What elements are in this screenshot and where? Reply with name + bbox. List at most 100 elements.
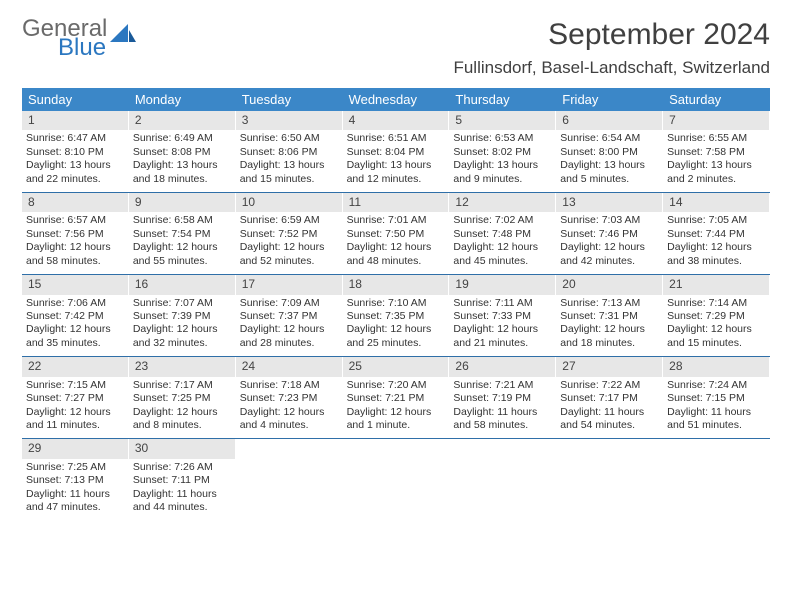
daylight-text: and 2 minutes.	[667, 173, 765, 186]
sunrise-text: Sunrise: 7:03 AM	[560, 214, 658, 227]
sunset-text: Sunset: 7:58 PM	[667, 146, 765, 159]
day-number: 3	[236, 111, 342, 130]
daylight-text: Daylight: 12 hours	[347, 241, 445, 254]
daylight-text: and 48 minutes.	[347, 255, 445, 268]
daylight-text: Daylight: 13 hours	[560, 159, 658, 172]
day-number: 11	[343, 193, 449, 212]
weekday-header: Sunday Monday Tuesday Wednesday Thursday…	[22, 88, 770, 111]
sunrise-text: Sunrise: 6:54 AM	[560, 132, 658, 145]
day-number: 30	[129, 439, 235, 458]
day-number: 22	[22, 357, 128, 376]
day-number: 15	[22, 275, 128, 294]
day-number: 23	[129, 357, 235, 376]
daylight-text: Daylight: 13 hours	[26, 159, 124, 172]
sunset-text: Sunset: 7:50 PM	[347, 228, 445, 241]
daylight-text: Daylight: 12 hours	[453, 323, 551, 336]
title-block: September 2024 Fullinsdorf, Basel-Landsc…	[453, 18, 770, 78]
day-number: 5	[449, 111, 555, 130]
daylight-text: Daylight: 12 hours	[240, 241, 338, 254]
daylight-text: and 1 minute.	[347, 419, 445, 432]
daylight-text: and 28 minutes.	[240, 337, 338, 350]
day-cell: 12Sunrise: 7:02 AMSunset: 7:48 PMDayligh…	[449, 193, 556, 274]
day-cell: 17 Sunrise: 7:09 AMSunset: 7:37 PMDayligh…	[236, 275, 343, 356]
day-number: 9	[129, 193, 235, 212]
day-cell: 26Sunrise: 7:21 AMSunset: 7:19 PMDayligh…	[449, 357, 556, 438]
sunset-text: Sunset: 7:15 PM	[667, 392, 765, 405]
sunset-text: Sunset: 7:19 PM	[453, 392, 551, 405]
sunset-text: Sunset: 7:29 PM	[667, 310, 765, 323]
daylight-text: Daylight: 13 hours	[453, 159, 551, 172]
weekday-wed: Wednesday	[343, 88, 450, 111]
daylight-text: Daylight: 12 hours	[240, 323, 338, 336]
sunrise-text: Sunrise: 7:06 AM	[26, 297, 124, 310]
day-cell: 13Sunrise: 7:03 AMSunset: 7:46 PMDayligh…	[556, 193, 663, 274]
sunrise-text: Sunrise: 6:57 AM	[26, 214, 124, 227]
sunrise-text: Sunrise: 7:01 AM	[347, 214, 445, 227]
day-cell: 23Sunrise: 7:17 AMSunset: 7:25 PMDayligh…	[129, 357, 236, 438]
week-row: 1Sunrise: 6:47 AMSunset: 8:10 PMDaylight…	[22, 111, 770, 193]
sunrise-text: Sunrise: 7:21 AM	[453, 379, 551, 392]
logo: General Blue	[22, 18, 136, 60]
day-number: 29	[22, 439, 128, 458]
daylight-text: and 55 minutes.	[133, 255, 231, 268]
daylight-text: Daylight: 11 hours	[560, 406, 658, 419]
sunrise-text: Sunrise: 7:09 AM	[240, 297, 338, 310]
day-cell: 29Sunrise: 7:25 AMSunset: 7:13 PMDayligh…	[22, 439, 129, 520]
sunrise-text: Sunrise: 6:53 AM	[453, 132, 551, 145]
day-number: 18	[343, 275, 449, 294]
weekday-thu: Thursday	[449, 88, 556, 111]
daylight-text: and 21 minutes.	[453, 337, 551, 350]
day-cell: 8 Sunrise: 6:57 AMSunset: 7:56 PMDaylight…	[22, 193, 129, 274]
daylight-text: Daylight: 13 hours	[667, 159, 765, 172]
day-cell: 6 Sunrise: 6:54 AMSunset: 8:00 PMDaylight…	[556, 111, 663, 192]
weeks-container: 1Sunrise: 6:47 AMSunset: 8:10 PMDaylight…	[22, 111, 770, 521]
week-row: 29Sunrise: 7:25 AMSunset: 7:13 PMDayligh…	[22, 439, 770, 520]
sunset-text: Sunset: 7:31 PM	[560, 310, 658, 323]
sunset-text: Sunset: 8:10 PM	[26, 146, 124, 159]
daylight-text: Daylight: 11 hours	[667, 406, 765, 419]
daylight-text: Daylight: 12 hours	[26, 241, 124, 254]
day-number: 25	[343, 357, 449, 376]
sunrise-text: Sunrise: 7:18 AM	[240, 379, 338, 392]
daylight-text: and 5 minutes.	[560, 173, 658, 186]
sunset-text: Sunset: 7:37 PM	[240, 310, 338, 323]
daylight-text: Daylight: 12 hours	[667, 323, 765, 336]
daylight-text: Daylight: 12 hours	[560, 323, 658, 336]
day-number: 28	[663, 357, 769, 376]
day-number: 17	[236, 275, 342, 294]
day-number: 14	[663, 193, 769, 212]
sunset-text: Sunset: 7:25 PM	[133, 392, 231, 405]
sunrise-text: Sunrise: 7:24 AM	[667, 379, 765, 392]
sunset-text: Sunset: 7:27 PM	[26, 392, 124, 405]
daylight-text: Daylight: 13 hours	[347, 159, 445, 172]
sunrise-text: Sunrise: 6:58 AM	[133, 214, 231, 227]
daylight-text: and 54 minutes.	[560, 419, 658, 432]
daylight-text: and 18 minutes.	[133, 173, 231, 186]
day-number: 26	[449, 357, 555, 376]
day-number: 16	[129, 275, 235, 294]
sunset-text: Sunset: 7:44 PM	[667, 228, 765, 241]
daylight-text: and 58 minutes.	[453, 419, 551, 432]
day-number: 8	[22, 193, 128, 212]
day-number: 6	[556, 111, 662, 130]
sunset-text: Sunset: 7:48 PM	[453, 228, 551, 241]
daylight-text: Daylight: 12 hours	[347, 323, 445, 336]
day-cell: 18Sunrise: 7:10 AMSunset: 7:35 PMDayligh…	[343, 275, 450, 356]
daylight-text: Daylight: 12 hours	[560, 241, 658, 254]
day-cell: 3Sunrise: 6:50 AMSunset: 8:06 PMDaylight…	[236, 111, 343, 192]
sunset-text: Sunset: 7:56 PM	[26, 228, 124, 241]
day-cell: 9Sunrise: 6:58 AMSunset: 7:54 PMDaylight…	[129, 193, 236, 274]
sunrise-text: Sunrise: 7:13 AM	[560, 297, 658, 310]
day-cell	[236, 439, 343, 520]
day-cell: 1Sunrise: 6:47 AMSunset: 8:10 PMDaylight…	[22, 111, 129, 192]
sunset-text: Sunset: 8:00 PM	[560, 146, 658, 159]
day-cell: 22Sunrise: 7:15 AMSunset: 7:27 PMDayligh…	[22, 357, 129, 438]
day-number: 4	[343, 111, 449, 130]
daylight-text: and 45 minutes.	[453, 255, 551, 268]
sunrise-text: Sunrise: 7:26 AM	[133, 461, 231, 474]
sunset-text: Sunset: 7:11 PM	[133, 474, 231, 487]
sunset-text: Sunset: 7:54 PM	[133, 228, 231, 241]
daylight-text: and 42 minutes.	[560, 255, 658, 268]
daylight-text: Daylight: 13 hours	[133, 159, 231, 172]
sunrise-text: Sunrise: 7:17 AM	[133, 379, 231, 392]
